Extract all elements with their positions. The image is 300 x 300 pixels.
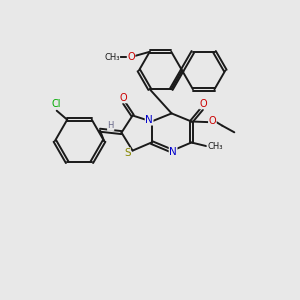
Text: O: O bbox=[120, 93, 128, 103]
Text: CH₃: CH₃ bbox=[207, 142, 223, 151]
Text: Cl: Cl bbox=[51, 99, 61, 109]
Text: O: O bbox=[208, 116, 216, 127]
Text: CH₃: CH₃ bbox=[104, 53, 120, 62]
Text: O: O bbox=[127, 52, 135, 62]
Text: S: S bbox=[124, 148, 130, 158]
Text: N: N bbox=[169, 147, 177, 158]
Text: H: H bbox=[107, 122, 114, 130]
Text: N: N bbox=[145, 115, 153, 125]
Text: O: O bbox=[200, 99, 207, 109]
